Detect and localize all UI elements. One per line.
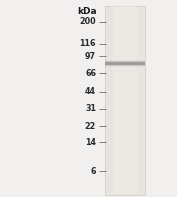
Text: 22: 22	[85, 122, 96, 130]
Text: 200: 200	[79, 18, 96, 26]
Text: 97: 97	[85, 52, 96, 60]
Text: kDa: kDa	[77, 7, 97, 16]
Bar	[105, 60, 145, 67]
Text: 14: 14	[85, 138, 96, 147]
Text: 66: 66	[85, 69, 96, 78]
Bar	[105, 6, 145, 195]
Bar	[105, 61, 145, 66]
Bar	[105, 60, 145, 67]
Bar	[105, 61, 145, 66]
Bar	[105, 62, 145, 65]
Text: 6: 6	[91, 167, 96, 176]
Bar	[113, 6, 137, 195]
Text: 31: 31	[85, 104, 96, 113]
Bar	[105, 60, 145, 67]
Bar	[105, 62, 145, 65]
Text: 44: 44	[85, 87, 96, 97]
Bar	[105, 62, 145, 65]
Bar	[105, 61, 145, 66]
Text: 116: 116	[80, 39, 96, 48]
